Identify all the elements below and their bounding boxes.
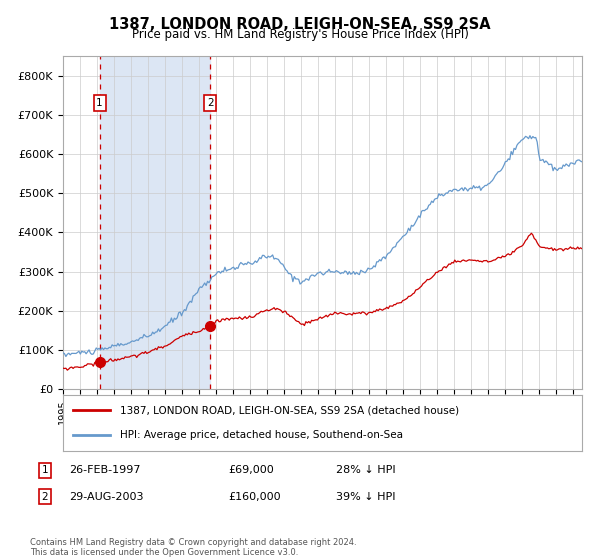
- Text: 1387, LONDON ROAD, LEIGH-ON-SEA, SS9 2SA: 1387, LONDON ROAD, LEIGH-ON-SEA, SS9 2SA: [109, 17, 491, 32]
- Text: Price paid vs. HM Land Registry's House Price Index (HPI): Price paid vs. HM Land Registry's House …: [131, 28, 469, 41]
- Text: 26-FEB-1997: 26-FEB-1997: [69, 465, 140, 475]
- Text: Contains HM Land Registry data © Crown copyright and database right 2024.
This d: Contains HM Land Registry data © Crown c…: [30, 538, 356, 557]
- Text: 2: 2: [207, 98, 214, 108]
- Text: 2: 2: [41, 492, 49, 502]
- Text: 28% ↓ HPI: 28% ↓ HPI: [336, 465, 395, 475]
- Text: 29-AUG-2003: 29-AUG-2003: [69, 492, 143, 502]
- Text: 1: 1: [96, 98, 103, 108]
- Text: £69,000: £69,000: [228, 465, 274, 475]
- Text: 1387, LONDON ROAD, LEIGH-ON-SEA, SS9 2SA (detached house): 1387, LONDON ROAD, LEIGH-ON-SEA, SS9 2SA…: [120, 405, 459, 416]
- Text: HPI: Average price, detached house, Southend-on-Sea: HPI: Average price, detached house, Sout…: [120, 430, 403, 440]
- Text: £160,000: £160,000: [228, 492, 281, 502]
- Text: 1: 1: [41, 465, 49, 475]
- Bar: [100, 56, 210, 389]
- Text: 39% ↓ HPI: 39% ↓ HPI: [336, 492, 395, 502]
